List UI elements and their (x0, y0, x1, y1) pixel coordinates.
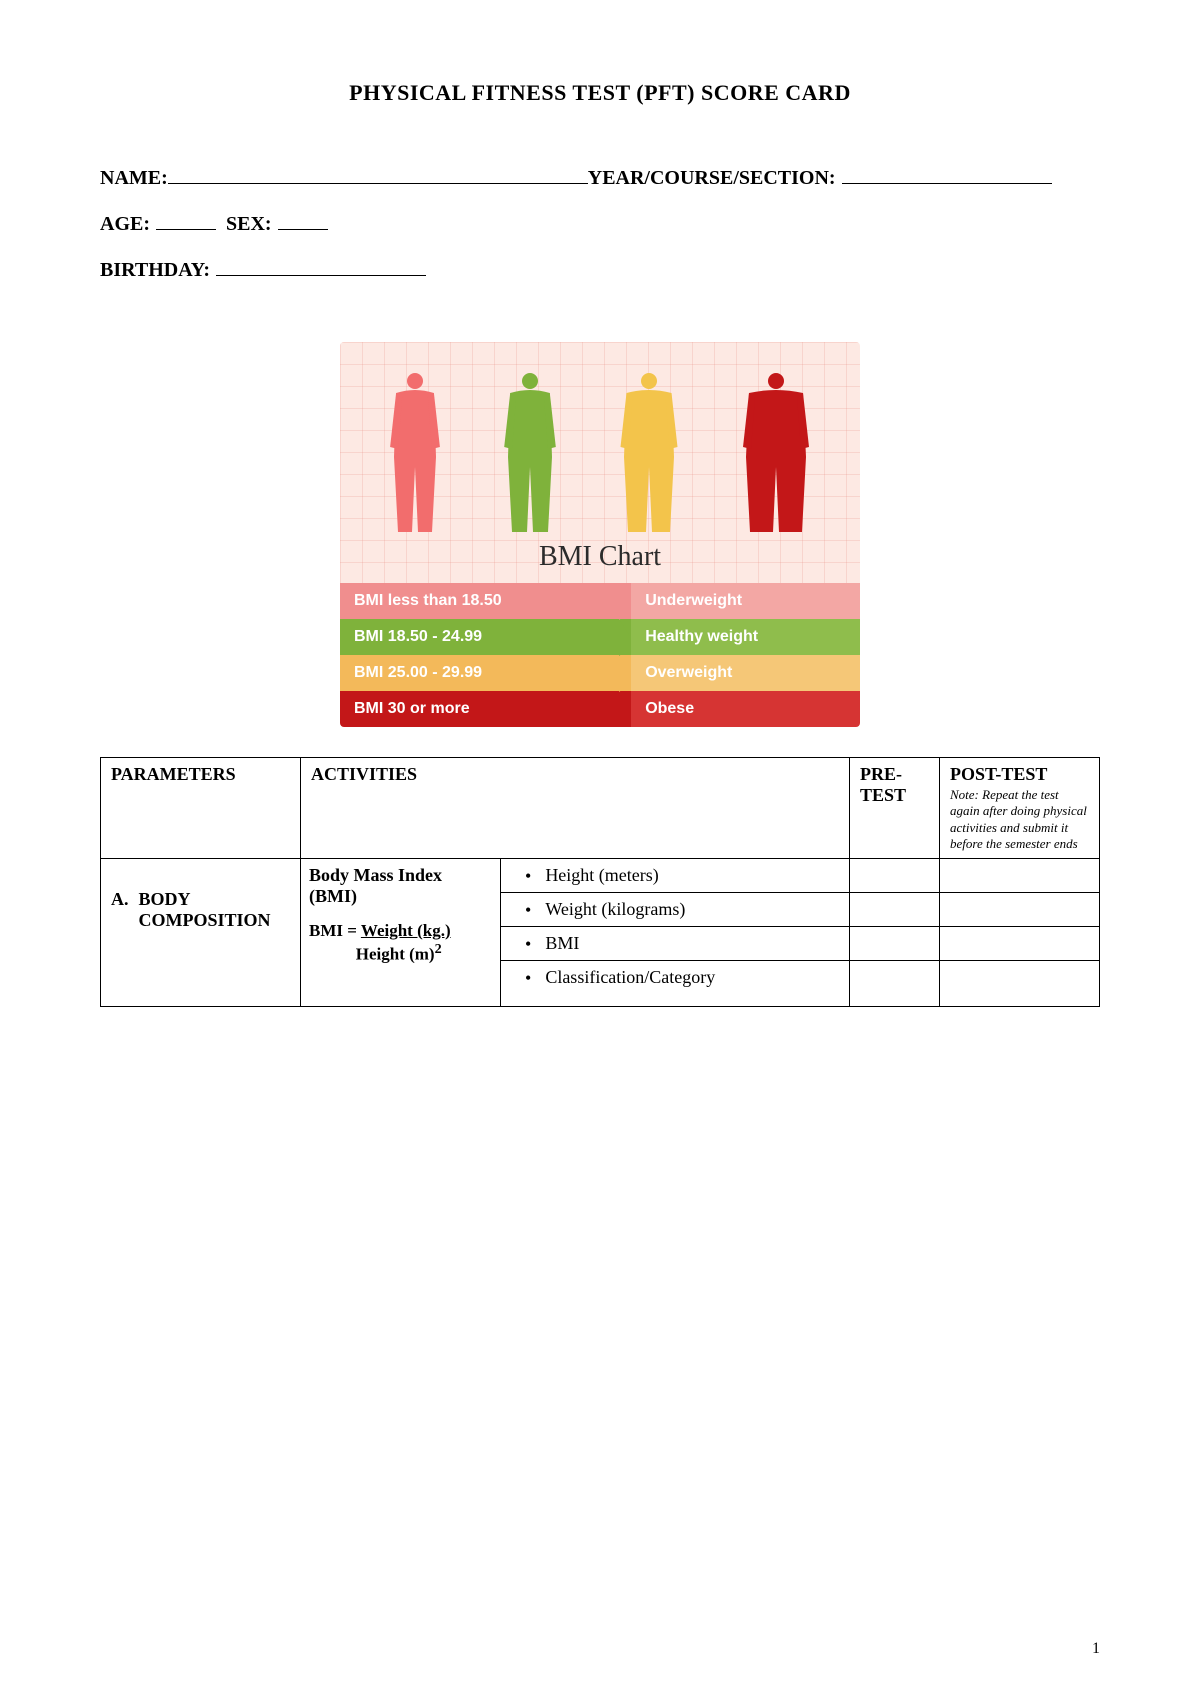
bullet-icon: • (525, 901, 531, 919)
name-label: NAME: (100, 167, 168, 190)
th-posttest-label: POST-TEST (950, 764, 1047, 784)
bmi-range-text: BMI 18.50 - 24.99 (340, 619, 631, 655)
bmi-formula-exp: 2 (435, 941, 442, 957)
activity-cell: • Height (meters) (501, 859, 850, 893)
name-blank[interactable] (168, 166, 588, 184)
birthday-blank[interactable] (216, 258, 426, 276)
silhouette-icon (493, 367, 567, 537)
year-label: YEAR/COURSE/SECTION: (588, 167, 836, 190)
form-row-age-sex: AGE: SEX: (100, 212, 1100, 236)
bullet-icon: • (525, 935, 531, 953)
activity-label: Weight (kilograms) (545, 899, 685, 920)
bmi-formula: BMI = Weight (kg.) Height (m)2 (309, 921, 492, 965)
th-posttest: POST-TEST Note: Repeat the test again af… (940, 758, 1100, 859)
pretest-cell[interactable] (850, 859, 940, 893)
pretest-cell[interactable] (850, 961, 940, 1007)
bmi-chart: BMI Chart BMI less than 18.50 Underweigh… (340, 342, 860, 727)
age-label: AGE: (100, 213, 150, 236)
param-line1: BODY (139, 889, 191, 909)
bmi-formula-top: Weight (kg.) (361, 921, 451, 940)
bmi-range-label: Overweight (631, 655, 860, 691)
th-activities: ACTIVITIES (301, 758, 850, 859)
param-body-composition: A. BODY COMPOSITION (101, 859, 301, 1007)
th-posttest-note: Note: Repeat the test again after doing … (950, 787, 1089, 852)
activity-label: BMI (545, 933, 579, 954)
score-table: PARAMETERS ACTIVITIES PRE-TEST POST-TEST… (100, 757, 1100, 1007)
activity-label: Classification/Category (545, 967, 715, 988)
th-parameters: PARAMETERS (101, 758, 301, 859)
activity-cell: • Classification/Category (501, 961, 850, 1007)
bmi-range-label: Obese (631, 691, 860, 727)
param-line2: COMPOSITION (139, 910, 271, 930)
param-letter: A. (111, 889, 129, 931)
posttest-cell[interactable] (940, 859, 1100, 893)
birthday-label: BIRTHDAY: (100, 259, 210, 282)
bmi-range-row: BMI 30 or more Obese (340, 691, 860, 727)
silhouette-icon (609, 367, 689, 537)
bmi-range-text: BMI 30 or more (340, 691, 631, 727)
silhouette-icon (379, 367, 451, 537)
bmi-definition-cell: Body Mass Index (BMI) BMI = Weight (kg.)… (301, 859, 501, 1007)
bmi-range-row: BMI 25.00 - 29.99 Overweight (340, 655, 860, 691)
age-blank[interactable] (156, 212, 216, 230)
sex-label: SEX: (226, 213, 272, 236)
bmi-formula-lhs: BMI = (309, 921, 361, 940)
bmi-range-row: BMI 18.50 - 24.99 Healthy weight (340, 619, 860, 655)
posttest-cell[interactable] (940, 893, 1100, 927)
form-row-name: NAME: YEAR/COURSE/SECTION: (100, 166, 1100, 190)
page-title: PHYSICAL FITNESS TEST (PFT) SCORE CARD (100, 80, 1100, 106)
bmi-range-rows: BMI less than 18.50 Underweight BMI 18.5… (340, 583, 860, 727)
page-number: 1 (1092, 1640, 1100, 1658)
bmi-range-label: Underweight (631, 583, 860, 619)
activity-cell: • Weight (kilograms) (501, 893, 850, 927)
sex-blank[interactable] (278, 212, 328, 230)
bmi-silhouettes (350, 352, 850, 537)
activity-cell: • BMI (501, 927, 850, 961)
year-blank[interactable] (842, 166, 1052, 184)
bmi-range-text: BMI 25.00 - 29.99 (340, 655, 631, 691)
form-row-birthday: BIRTHDAY: (100, 258, 1100, 282)
activity-label: Height (meters) (545, 865, 658, 886)
posttest-cell[interactable] (940, 961, 1100, 1007)
bmi-title-1: Body Mass Index (309, 865, 492, 886)
posttest-cell[interactable] (940, 927, 1100, 961)
bullet-icon: • (525, 867, 531, 885)
bmi-range-row: BMI less than 18.50 Underweight (340, 583, 860, 619)
bmi-range-text: BMI less than 18.50 (340, 583, 631, 619)
th-pretest: PRE-TEST (850, 758, 940, 859)
pretest-cell[interactable] (850, 927, 940, 961)
silhouette-icon (731, 367, 821, 537)
pretest-cell[interactable] (850, 893, 940, 927)
bmi-range-label: Healthy weight (631, 619, 860, 655)
bmi-chart-title: BMI Chart (350, 537, 850, 583)
bullet-icon: • (525, 969, 531, 987)
bmi-formula-bot: Height (m) (356, 945, 435, 964)
bmi-title-2: (BMI) (309, 886, 492, 907)
